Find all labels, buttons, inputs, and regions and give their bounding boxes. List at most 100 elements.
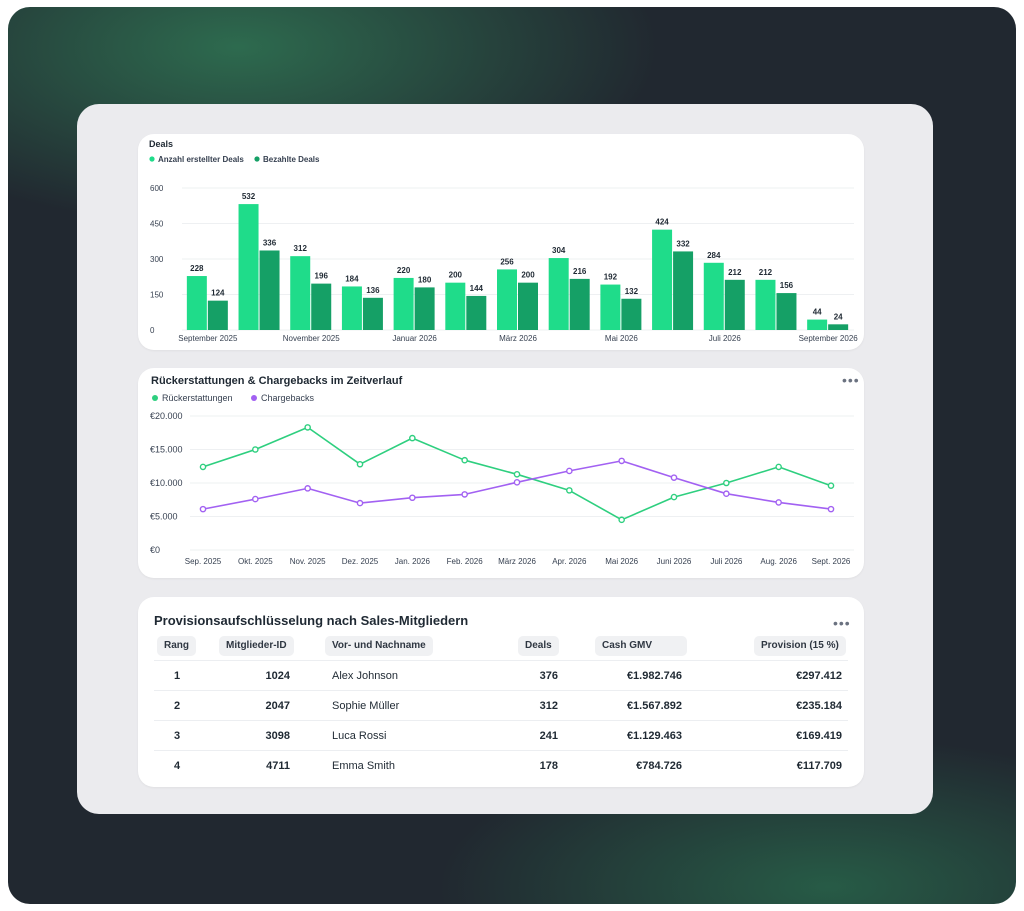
cell-name: Luca Rossi [332,730,387,742]
cell-provision: €235.184 [796,700,842,712]
bar-created[interactable] [445,282,466,330]
data-point[interactable] [670,474,678,481]
bar-paid[interactable] [362,297,383,330]
bar-paid[interactable] [207,300,228,330]
x-tick-label: Apr. 2026 [552,557,587,566]
data-point[interactable] [775,499,782,506]
x-tick-label: November 2025 [283,334,340,343]
data-point[interactable] [199,505,207,513]
data-label: 304 [552,246,566,255]
cell-name: Sophie Müller [332,700,400,712]
data-point[interactable] [513,479,521,486]
data-point[interactable] [723,479,730,487]
bar-paid[interactable] [673,251,694,330]
deals-bar-chart: Deals Anzahl erstellter Deals Bezahlte D… [149,139,859,343]
legend-label-chargebacks: Chargebacks [261,393,315,403]
cell-rank: 1 [174,670,181,682]
data-point[interactable] [618,457,625,465]
data-point[interactable] [409,434,416,442]
x-tick-label: September 2025 [178,334,238,343]
data-label: 228 [190,264,204,273]
y-tick-label: 600 [150,184,164,193]
data-point[interactable] [252,495,259,503]
bar-paid[interactable] [414,287,435,330]
bar-paid[interactable] [311,283,332,330]
more-horizontal-icon[interactable]: ••• [833,615,851,631]
data-point[interactable] [670,493,678,501]
x-tick-label: September 2026 [799,334,859,343]
header-rank[interactable]: Rang [157,636,196,656]
header-cash-gmv[interactable]: Cash GMV [595,636,687,656]
bar-paid[interactable] [259,250,280,330]
data-point[interactable] [566,467,573,475]
x-tick-label: Sep. 2025 [185,557,222,566]
bar-created[interactable] [652,229,673,330]
data-point[interactable] [566,487,573,494]
y-tick-label: €0 [150,545,160,555]
bar-paid[interactable] [828,324,849,330]
y-tick-label: €20.000 [150,411,183,421]
data-point[interactable] [827,482,835,489]
cell-cash-gmv: €1.982.746 [626,670,682,682]
data-point[interactable] [513,470,521,478]
data-label: 424 [655,218,669,227]
header-deals[interactable]: Deals [518,636,559,656]
bar-created[interactable] [341,286,362,330]
deals-chart-card: Deals Anzahl erstellter Deals Bezahlte D… [138,134,864,350]
data-point[interactable] [304,424,311,431]
deals-chart-title: Deals [149,139,173,149]
data-label: 144 [470,284,484,293]
bar-created[interactable] [393,277,414,330]
data-label: 196 [315,272,329,281]
header-name[interactable]: Vor- und Nachname [325,636,433,656]
more-horizontal-icon[interactable]: ••• [842,372,860,388]
bar-created[interactable] [497,269,517,330]
data-label: 200 [449,271,463,280]
refunds-legend: Rückerstattungen Chargebacks [152,393,315,403]
data-point[interactable] [304,485,311,492]
x-tick-label: Dez. 2025 [342,557,379,566]
data-point[interactable] [827,505,835,513]
data-point[interactable] [252,446,259,453]
x-tick-label: Nov. 2025 [290,557,326,566]
bar-paid[interactable] [724,279,745,330]
data-point[interactable] [409,494,416,502]
data-label: 24 [834,312,843,321]
data-point[interactable] [723,490,730,498]
data-point[interactable] [356,499,364,507]
data-label: 256 [500,257,514,266]
data-point[interactable] [461,491,468,498]
bar-created[interactable] [238,204,259,330]
row-divider [154,720,848,721]
y-tick-label: 450 [150,220,164,229]
bar-paid[interactable] [776,293,797,330]
legend-marker-chargebacks [251,395,257,401]
data-label: 200 [521,271,535,280]
header-member-id[interactable]: Mitglieder-ID [219,636,294,656]
header-provision[interactable]: Provision (15 %) [754,636,846,656]
bar-paid[interactable] [518,282,538,330]
x-tick-label: Juli 2026 [710,557,743,566]
data-point[interactable] [461,456,468,464]
bar-created[interactable] [290,256,311,330]
cell-cash-gmv: €1.567.892 [626,700,682,712]
data-point[interactable] [618,516,625,524]
bar-created[interactable] [755,279,776,330]
bar-created[interactable] [807,319,828,330]
x-tick-label: Juni 2026 [657,557,692,566]
data-point[interactable] [199,463,207,471]
bar-created[interactable] [548,258,569,330]
bar-created[interactable] [600,284,621,330]
data-point[interactable] [775,463,782,471]
bar-created[interactable] [703,262,724,330]
data-label: 336 [263,238,277,247]
bar-paid[interactable] [621,298,642,330]
bar-paid[interactable] [466,295,487,330]
data-label: 312 [294,244,308,253]
x-tick-label: Jan. 2026 [395,557,431,566]
refunds-chart-card: Rückerstattungen & Chargebacks im Zeitve… [138,368,864,578]
bar-paid[interactable] [569,278,590,330]
bar-created[interactable] [186,276,207,330]
data-point[interactable] [356,460,364,468]
legend-label-refunds: Rückerstattungen [162,393,233,403]
